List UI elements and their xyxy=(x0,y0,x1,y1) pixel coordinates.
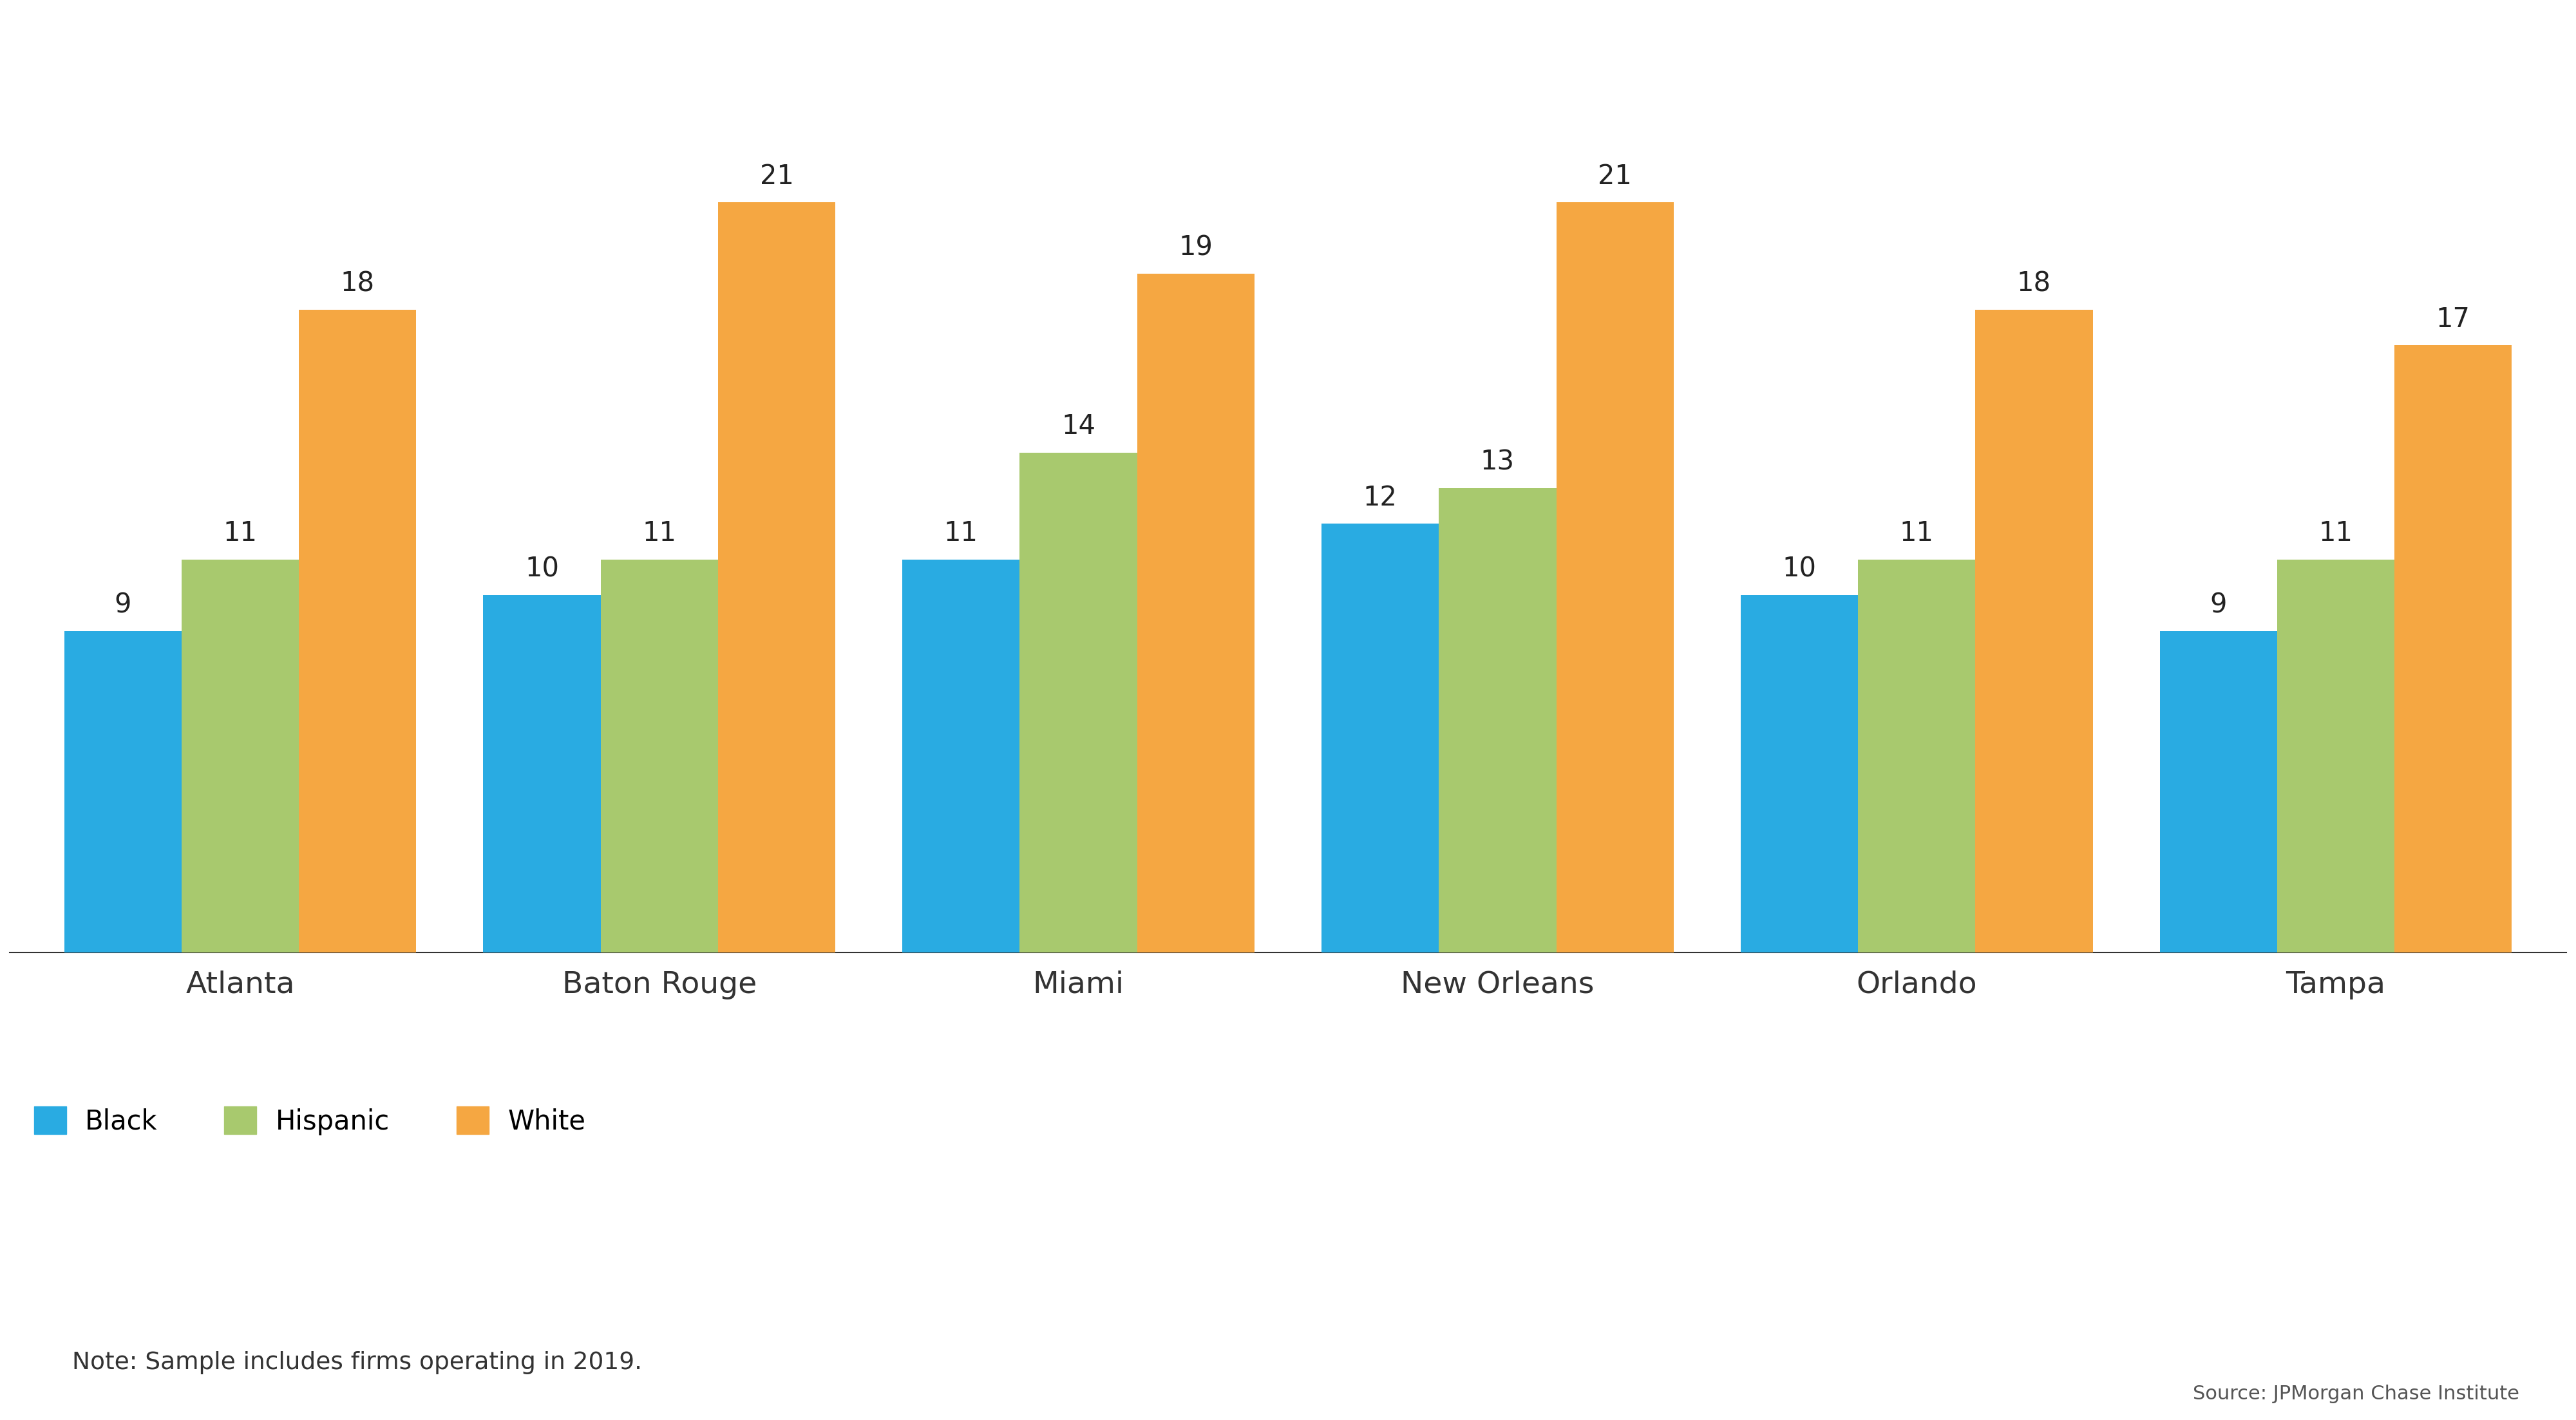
Text: 17: 17 xyxy=(2437,305,2470,332)
Bar xyxy=(1857,559,1976,953)
Bar xyxy=(64,630,180,953)
Text: 9: 9 xyxy=(113,591,131,619)
Bar xyxy=(902,559,1020,953)
Text: 11: 11 xyxy=(1899,520,1935,547)
Legend: Black, Hispanic, White: Black, Hispanic, White xyxy=(23,1096,595,1146)
Bar xyxy=(2159,630,2277,953)
Text: 11: 11 xyxy=(641,520,677,547)
Bar xyxy=(1556,203,1674,953)
Text: 18: 18 xyxy=(340,270,374,297)
Text: Note: Sample includes firms operating in 2019.: Note: Sample includes firms operating in… xyxy=(72,1352,641,1375)
Text: 11: 11 xyxy=(2318,520,2352,547)
Bar xyxy=(600,559,719,953)
Bar xyxy=(484,595,600,953)
Text: 14: 14 xyxy=(1061,413,1095,440)
Text: 11: 11 xyxy=(943,520,979,547)
Bar xyxy=(1440,488,1556,953)
Text: 19: 19 xyxy=(1180,234,1213,261)
Bar xyxy=(1020,453,1136,953)
Text: 10: 10 xyxy=(1783,555,1816,582)
Bar xyxy=(719,203,835,953)
Bar xyxy=(180,559,299,953)
Text: 21: 21 xyxy=(1597,163,1633,190)
Bar xyxy=(2396,345,2512,953)
Text: 21: 21 xyxy=(760,163,793,190)
Text: 18: 18 xyxy=(2017,270,2050,297)
Bar xyxy=(1741,595,1857,953)
Text: 10: 10 xyxy=(526,555,559,582)
Bar xyxy=(1976,310,2092,953)
Text: 11: 11 xyxy=(224,520,258,547)
Bar xyxy=(299,310,417,953)
Text: 12: 12 xyxy=(1363,484,1396,511)
Bar xyxy=(2277,559,2396,953)
Text: 13: 13 xyxy=(1481,449,1515,476)
Text: 9: 9 xyxy=(2210,591,2228,619)
Bar xyxy=(1321,524,1440,953)
Text: Source: JPMorgan Chase Institute: Source: JPMorgan Chase Institute xyxy=(2192,1384,2519,1403)
Bar xyxy=(1136,274,1255,953)
